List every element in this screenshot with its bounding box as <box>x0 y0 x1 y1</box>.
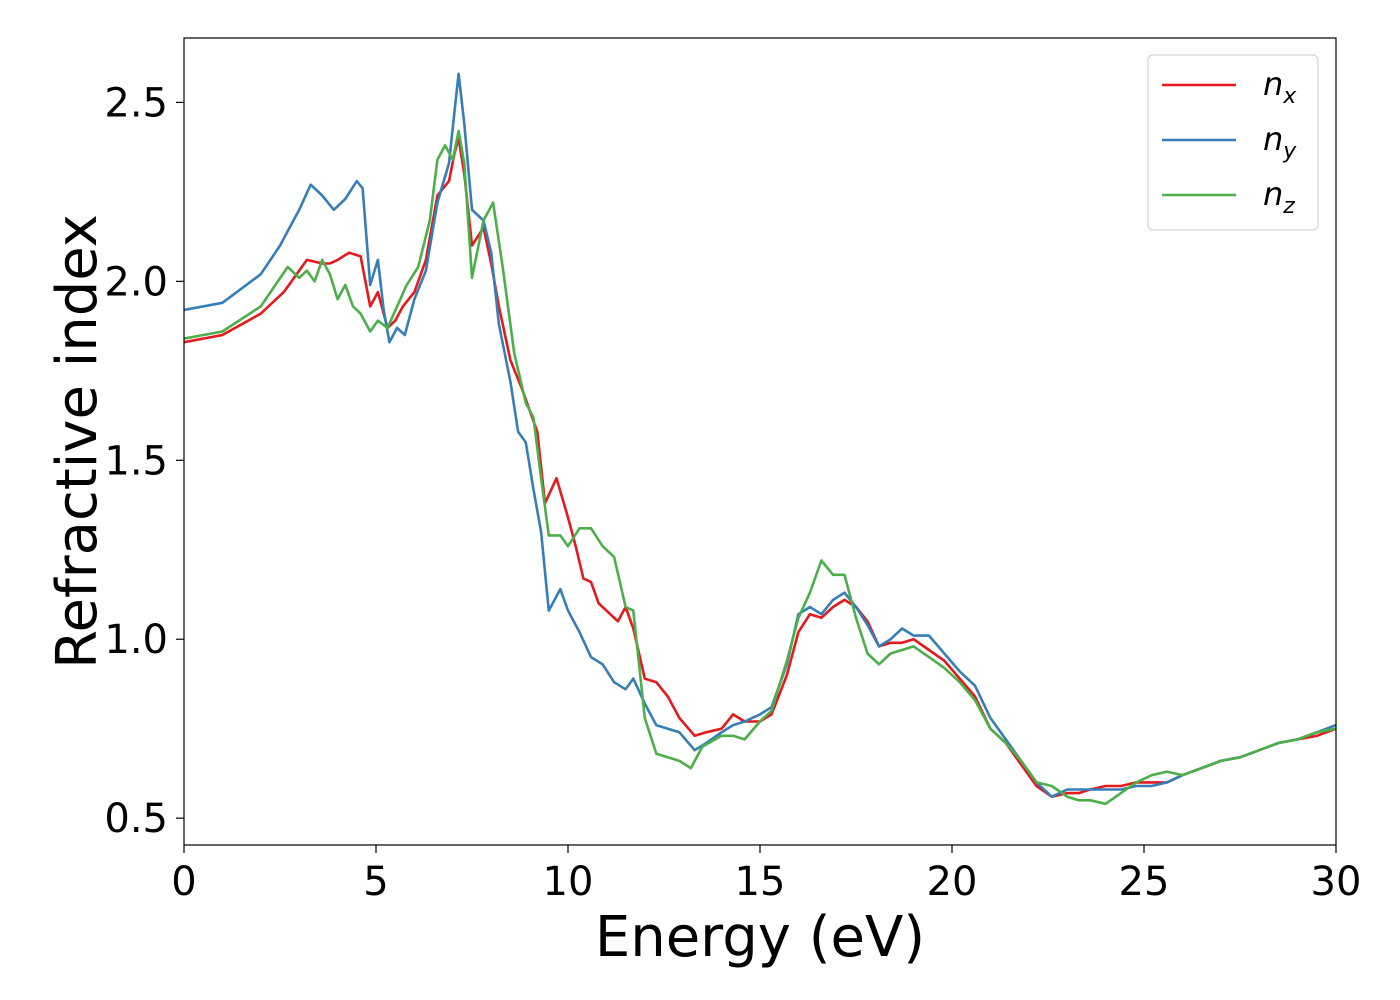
legend-label-subscript: x <box>1282 84 1297 109</box>
y-axis: 0.5 1.0 1.5 2.0 2.5 <box>104 80 184 842</box>
x-tick-label: 25 <box>1119 859 1170 905</box>
x-tick-label: 0 <box>171 859 196 905</box>
series-line-nz <box>184 129 1336 806</box>
legend-label-subscript: z <box>1282 194 1295 219</box>
x-tick-label: 20 <box>927 859 978 905</box>
x-axis: 0 5 10 15 20 25 30 <box>171 845 1361 905</box>
x-tick-label: 10 <box>543 859 594 905</box>
y-tick-label: 1.5 <box>104 438 168 484</box>
y-tick-label: 1.0 <box>104 617 168 663</box>
x-axis-title: Energy (eV) <box>595 905 925 970</box>
x-tick-label: 5 <box>363 859 388 905</box>
legend-label-ny: ny <box>1263 120 1297 164</box>
legend-label-base: n <box>1263 175 1283 213</box>
x-tick-label: 30 <box>1311 859 1362 905</box>
legend-label-nz: nz <box>1263 175 1295 219</box>
y-axis-title: Refractive index <box>45 214 110 669</box>
plot-lines <box>184 72 1336 806</box>
legend-label-subscript: y <box>1282 139 1297 164</box>
x-tick-label: 15 <box>735 859 786 905</box>
legend-label-nx: nx <box>1263 65 1297 109</box>
series-line-nx <box>184 136 1336 799</box>
series-line-ny <box>184 72 1336 799</box>
y-tick-label: 2.0 <box>104 259 168 305</box>
legend-box <box>1147 54 1319 231</box>
legend-label-base: n <box>1263 120 1283 158</box>
y-tick-label: 2.5 <box>104 80 168 126</box>
y-tick-label: 0.5 <box>104 796 168 842</box>
legend-label-base: n <box>1263 65 1283 103</box>
